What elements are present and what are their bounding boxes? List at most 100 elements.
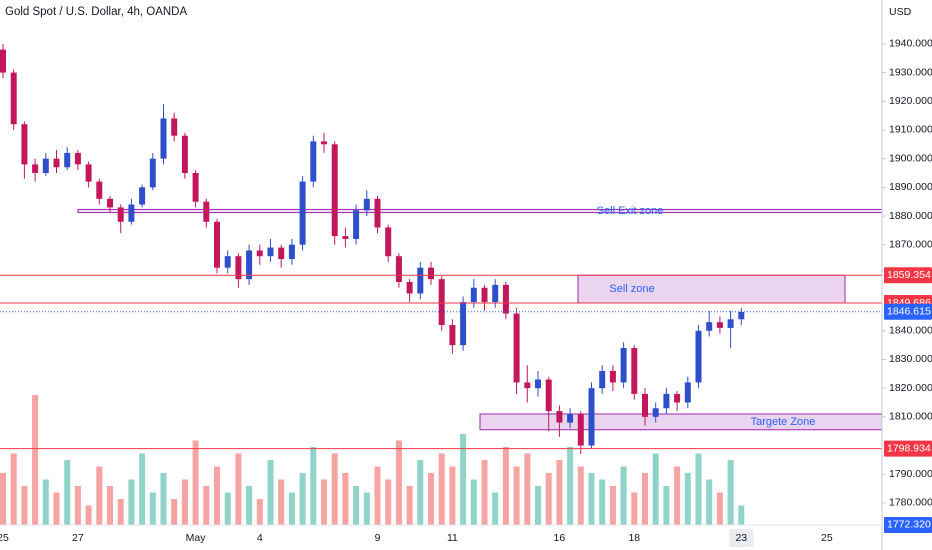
- x-tick-label: May: [186, 532, 207, 544]
- volume-bar: [502, 447, 509, 525]
- volume-bar: [609, 486, 616, 525]
- current-date-box: [729, 529, 754, 547]
- volume-bar: [449, 466, 456, 525]
- candle-body: [684, 382, 691, 403]
- candle-body: [599, 370, 606, 389]
- volume-bar: [299, 473, 306, 525]
- candle-body: [85, 164, 92, 182]
- volume-bar: [256, 499, 263, 525]
- volume-bar: [599, 479, 606, 525]
- candle-body: [310, 141, 317, 182]
- candle-body: [727, 319, 734, 328]
- volume-bar: [438, 453, 445, 525]
- candle-body: [192, 172, 199, 202]
- y-tick-label: 1900.000: [889, 152, 932, 164]
- zone-label: Targete Zone: [751, 416, 816, 428]
- candle-body: [502, 284, 509, 314]
- currency: USD: [889, 6, 912, 18]
- y-tick-label: 1880.000: [889, 210, 932, 222]
- y-tick-label: 1920.000: [889, 95, 932, 107]
- volume-bar: [321, 479, 327, 525]
- x-tick-label: 27: [72, 532, 84, 544]
- volume-bar: [171, 499, 178, 525]
- x-tick-label: 9: [375, 532, 381, 544]
- candle-body: [695, 330, 702, 383]
- y-tick-label: 1890.000: [889, 181, 932, 193]
- volume-bar: [278, 479, 285, 525]
- candle-body: [64, 152, 71, 168]
- volume-bar: [96, 466, 103, 525]
- candle-body: [139, 187, 146, 205]
- volume-bar: [727, 460, 734, 525]
- volume-bar: [214, 466, 220, 525]
- x-tick-label: 25: [0, 532, 9, 544]
- y-tick-label: 1940.000: [889, 38, 932, 50]
- candle-body: [545, 379, 552, 412]
- volume-bar: [470, 479, 477, 525]
- candle-body: [299, 181, 306, 245]
- volume-bar: [567, 447, 574, 525]
- zone: [479, 413, 883, 431]
- y-tick-label: 1790.000: [889, 468, 932, 480]
- candle-body: [363, 198, 370, 211]
- candle-body: [438, 279, 445, 326]
- candle-body: [492, 284, 499, 303]
- volume-bar: [577, 466, 584, 525]
- volume-bar: [288, 492, 295, 525]
- volume-bar: [53, 492, 60, 525]
- volume-bar: [556, 460, 563, 525]
- candle-body: [214, 221, 220, 268]
- volume-bar: [128, 479, 135, 525]
- candle-body: [128, 204, 135, 222]
- volume-bar: [10, 453, 17, 525]
- volume-bar: [513, 466, 520, 525]
- y-tick-label: 1910.000: [889, 124, 932, 136]
- candle-body: [620, 347, 627, 383]
- volume-bar: [310, 447, 317, 525]
- axis-layer: 1940.000 1930.000 1920.000 1910.000 1900.000…: [0, 38, 932, 547]
- x-tick-label: 18: [628, 532, 640, 544]
- candle-body: [385, 227, 392, 257]
- volume-bar: [417, 460, 424, 525]
- price-label-box: [884, 303, 932, 320]
- candle-body: [32, 164, 39, 173]
- volume-bar: [588, 473, 595, 525]
- candle-body: [107, 198, 113, 208]
- candle-body: [706, 322, 713, 331]
- volume-bar: [481, 460, 488, 525]
- candle-body: [278, 247, 285, 260]
- volume-bar: [620, 466, 627, 525]
- volume-bar: [695, 453, 702, 525]
- candle-body: [374, 198, 381, 228]
- candle-body: [235, 256, 242, 280]
- y-tick-label: 1930.000: [889, 66, 932, 78]
- zone-label: Sell zone: [609, 283, 654, 295]
- price-label-box: [884, 516, 932, 533]
- volume-bar: [395, 440, 402, 525]
- candle-body: [0, 49, 6, 73]
- volume-bar: [738, 505, 745, 525]
- volume-bar: [631, 492, 638, 525]
- candle-body: [417, 267, 424, 294]
- volume-bar: [0, 473, 6, 525]
- y-tick-label: 1830.000: [889, 353, 932, 365]
- candle-body: [406, 282, 413, 294]
- candle-body: [716, 322, 723, 328]
- candle-body: [181, 135, 188, 173]
- volume-bar: [224, 492, 231, 525]
- candle-body: [738, 311, 745, 320]
- volume-bar: [107, 486, 113, 525]
- candle-body: [10, 72, 17, 125]
- candle-body: [21, 124, 28, 165]
- x-tick-label: 4: [257, 532, 263, 544]
- candle-body: [481, 287, 488, 303]
- candle-body: [342, 236, 349, 239]
- candle-body: [246, 250, 253, 280]
- candle-body: [460, 302, 467, 346]
- y-tick-label: 1810.000: [889, 411, 932, 423]
- volume-bar: [160, 473, 167, 525]
- y-tick-label: 1840.000: [889, 325, 932, 337]
- candle-body: [395, 256, 402, 283]
- candle-body: [642, 393, 648, 417]
- volume-bar: [492, 492, 499, 525]
